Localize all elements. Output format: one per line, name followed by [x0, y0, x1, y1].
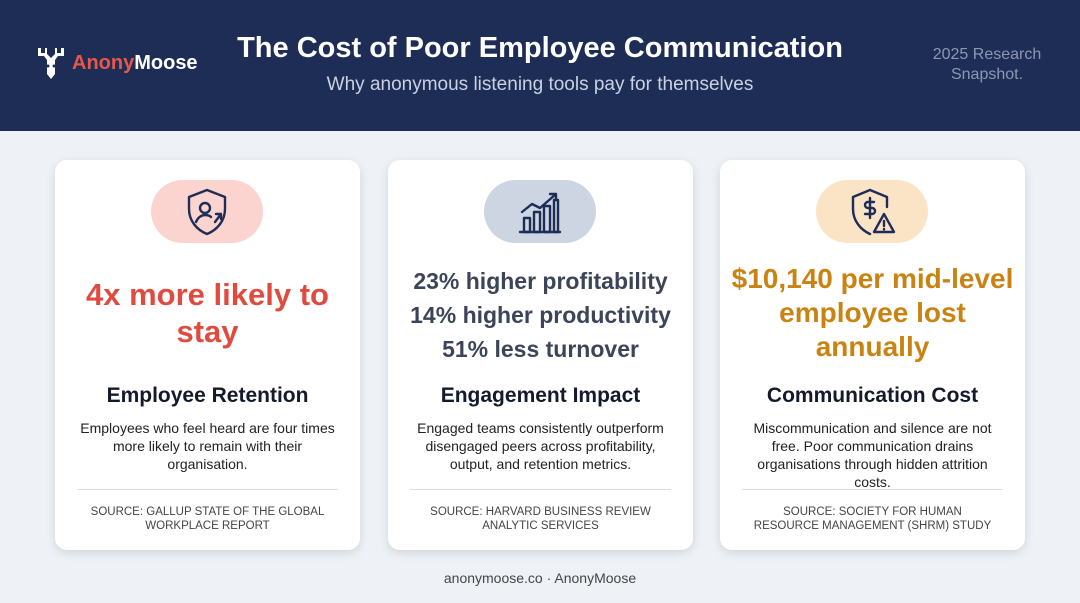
shield-icon — [187, 188, 227, 235]
card-title: Communication Cost — [766, 384, 979, 407]
headline-line: 51% less turnover — [442, 336, 639, 362]
logo: AnonyMoose — [36, 46, 198, 80]
card: 4x more likely to stay Employee Retentio… — [55, 160, 360, 550]
headline-line: 14% higher productivity — [410, 302, 671, 328]
logo-icon — [38, 48, 64, 79]
subtitle: Why anonymous listening tools pay for th… — [326, 74, 754, 95]
headline: 23% higher profitability 14% higher prod… — [398, 264, 683, 366]
headline-line: 23% higher profitability — [413, 268, 668, 294]
card: $10,140 per mid-level employee lost annu… — [720, 160, 1025, 550]
card: 23% higher profitability 14% higher prod… — [388, 160, 693, 550]
logo-text: Moose — [134, 51, 198, 74]
cost-icon — [851, 188, 896, 235]
card-title: Employee Retention — [106, 384, 309, 407]
logo-text: Anony — [72, 51, 135, 74]
description: Employees who feel heard are four times … — [80, 420, 335, 472]
divider — [742, 489, 1003, 490]
headline: $10,140 per mid-level employee lost annu… — [731, 263, 1014, 362]
icon-pill — [816, 180, 928, 243]
source: SOURCE: GALLUP STATE OF THE GLOBAL WORKP… — [90, 506, 325, 532]
description: Engaged teams consistently outperform di… — [417, 420, 664, 472]
icon-pill — [484, 180, 596, 243]
source: SOURCE: HARVARD BUSINESS REVIEW ANALYTIC… — [430, 506, 651, 532]
card-title: Engagement Impact — [440, 384, 641, 407]
source: SOURCE: SOCIETY FOR HUMAN RESOURCE MANAG… — [753, 506, 992, 532]
title: The Cost of Poor Employee Communication — [237, 32, 843, 64]
header: AnonyMoose The Cost of Poor Employee Com… — [0, 0, 1080, 131]
footer: anonymoose.co · AnonyMoose — [443, 570, 637, 586]
growth-icon — [518, 192, 562, 233]
icon-pill — [151, 180, 263, 243]
description: Miscommunication and silence are not fre… — [753, 420, 992, 490]
divider — [77, 489, 338, 490]
divider — [410, 489, 671, 490]
headline: 4x more likely to stay — [86, 277, 329, 349]
badge: 2025 Research Snapshot. — [932, 46, 1042, 83]
